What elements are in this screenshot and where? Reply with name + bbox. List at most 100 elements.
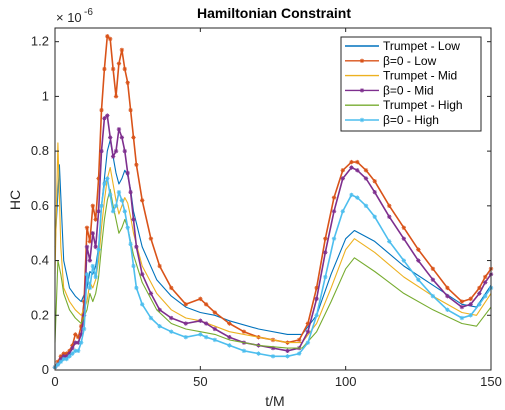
data-point bbox=[241, 348, 247, 354]
data-point bbox=[122, 148, 127, 154]
data-point bbox=[198, 318, 203, 323]
data-point bbox=[64, 356, 69, 362]
data-point bbox=[477, 302, 482, 307]
data-point bbox=[314, 313, 319, 318]
data-point bbox=[349, 165, 354, 170]
data-point bbox=[119, 198, 125, 203]
data-point bbox=[61, 351, 66, 356]
data-point bbox=[363, 203, 369, 209]
data-point bbox=[227, 343, 232, 348]
data-point bbox=[110, 66, 116, 72]
plot-frame bbox=[54, 27, 492, 371]
data-point bbox=[78, 332, 84, 337]
data-point bbox=[323, 236, 328, 241]
data-point bbox=[203, 321, 209, 326]
x-tick-label: 50 bbox=[193, 374, 207, 389]
data-point bbox=[183, 321, 188, 326]
data-point bbox=[296, 351, 302, 356]
data-point bbox=[90, 203, 95, 209]
data-point bbox=[355, 195, 360, 200]
data-point bbox=[99, 148, 104, 154]
data-point bbox=[128, 189, 133, 195]
data-point bbox=[110, 154, 116, 159]
series-4 bbox=[52, 113, 494, 370]
data-point bbox=[169, 329, 174, 334]
data-point bbox=[198, 296, 203, 302]
data-point bbox=[61, 354, 66, 359]
data-point bbox=[58, 356, 64, 362]
data-point bbox=[67, 351, 72, 356]
data-point bbox=[270, 354, 276, 359]
data-point bbox=[459, 299, 465, 304]
y-tick-label: 1.2 bbox=[31, 34, 49, 49]
data-point bbox=[73, 332, 78, 337]
data-point bbox=[285, 354, 290, 359]
data-point bbox=[482, 274, 488, 280]
data-point bbox=[113, 203, 119, 209]
y-tick-label: 0.6 bbox=[31, 198, 49, 213]
data-point bbox=[140, 198, 145, 203]
data-point bbox=[87, 258, 93, 263]
data-point bbox=[314, 296, 319, 302]
data-point bbox=[355, 159, 360, 165]
series-line bbox=[54, 188, 492, 349]
x-tick-label: 0 bbox=[51, 374, 58, 389]
data-point bbox=[363, 176, 369, 181]
data-point bbox=[477, 285, 482, 291]
data-point bbox=[305, 321, 311, 326]
series-line bbox=[54, 177, 492, 368]
data-point bbox=[70, 345, 75, 351]
data-point bbox=[93, 217, 98, 222]
data-point bbox=[73, 348, 78, 354]
data-point bbox=[241, 329, 247, 334]
y-tick-label: 0.4 bbox=[31, 253, 49, 268]
data-point bbox=[102, 181, 107, 187]
data-point bbox=[64, 351, 69, 356]
data-point bbox=[99, 107, 104, 113]
legend-marker bbox=[359, 117, 365, 123]
legend-label: Trumpet - Low bbox=[383, 39, 460, 53]
data-point bbox=[331, 236, 337, 241]
data-point bbox=[116, 61, 122, 66]
data-point bbox=[90, 231, 95, 236]
series-line bbox=[54, 114, 492, 368]
data-point bbox=[134, 244, 139, 250]
legend-marker bbox=[359, 88, 365, 93]
data-point bbox=[285, 348, 290, 354]
data-point bbox=[125, 170, 130, 176]
data-point bbox=[119, 47, 125, 53]
data-point bbox=[131, 217, 136, 222]
data-point bbox=[355, 168, 360, 173]
data-point bbox=[314, 285, 319, 291]
data-point bbox=[416, 258, 421, 263]
data-point bbox=[96, 176, 101, 181]
y-exponent-power: -6 bbox=[84, 7, 93, 18]
data-point bbox=[468, 302, 473, 307]
data-point bbox=[55, 359, 61, 364]
data-point bbox=[212, 310, 218, 315]
data-point bbox=[105, 113, 110, 118]
x-axis-label: t/M bbox=[265, 393, 284, 409]
data-point bbox=[119, 135, 125, 140]
data-point bbox=[198, 332, 203, 337]
data-point bbox=[113, 148, 119, 154]
data-point bbox=[183, 302, 188, 307]
data-point bbox=[305, 340, 311, 345]
data-point bbox=[90, 263, 95, 269]
legend-box bbox=[340, 36, 482, 132]
ticks-layer: 0 50 100 150 0 0.2 0.4 0.6 0.8 1 1.2 bbox=[31, 28, 502, 389]
data-point bbox=[87, 239, 93, 244]
data-point bbox=[157, 324, 162, 329]
data-point bbox=[372, 179, 377, 184]
data-point bbox=[58, 359, 64, 364]
data-point bbox=[67, 348, 72, 354]
data-point bbox=[108, 192, 113, 198]
data-point bbox=[430, 293, 436, 299]
data-point bbox=[61, 356, 66, 362]
data-point bbox=[416, 277, 421, 282]
data-point bbox=[78, 340, 84, 345]
y-axis-label: HC bbox=[7, 190, 23, 210]
series-3 bbox=[54, 142, 492, 344]
y-exponent-base: × 10 bbox=[56, 10, 82, 25]
